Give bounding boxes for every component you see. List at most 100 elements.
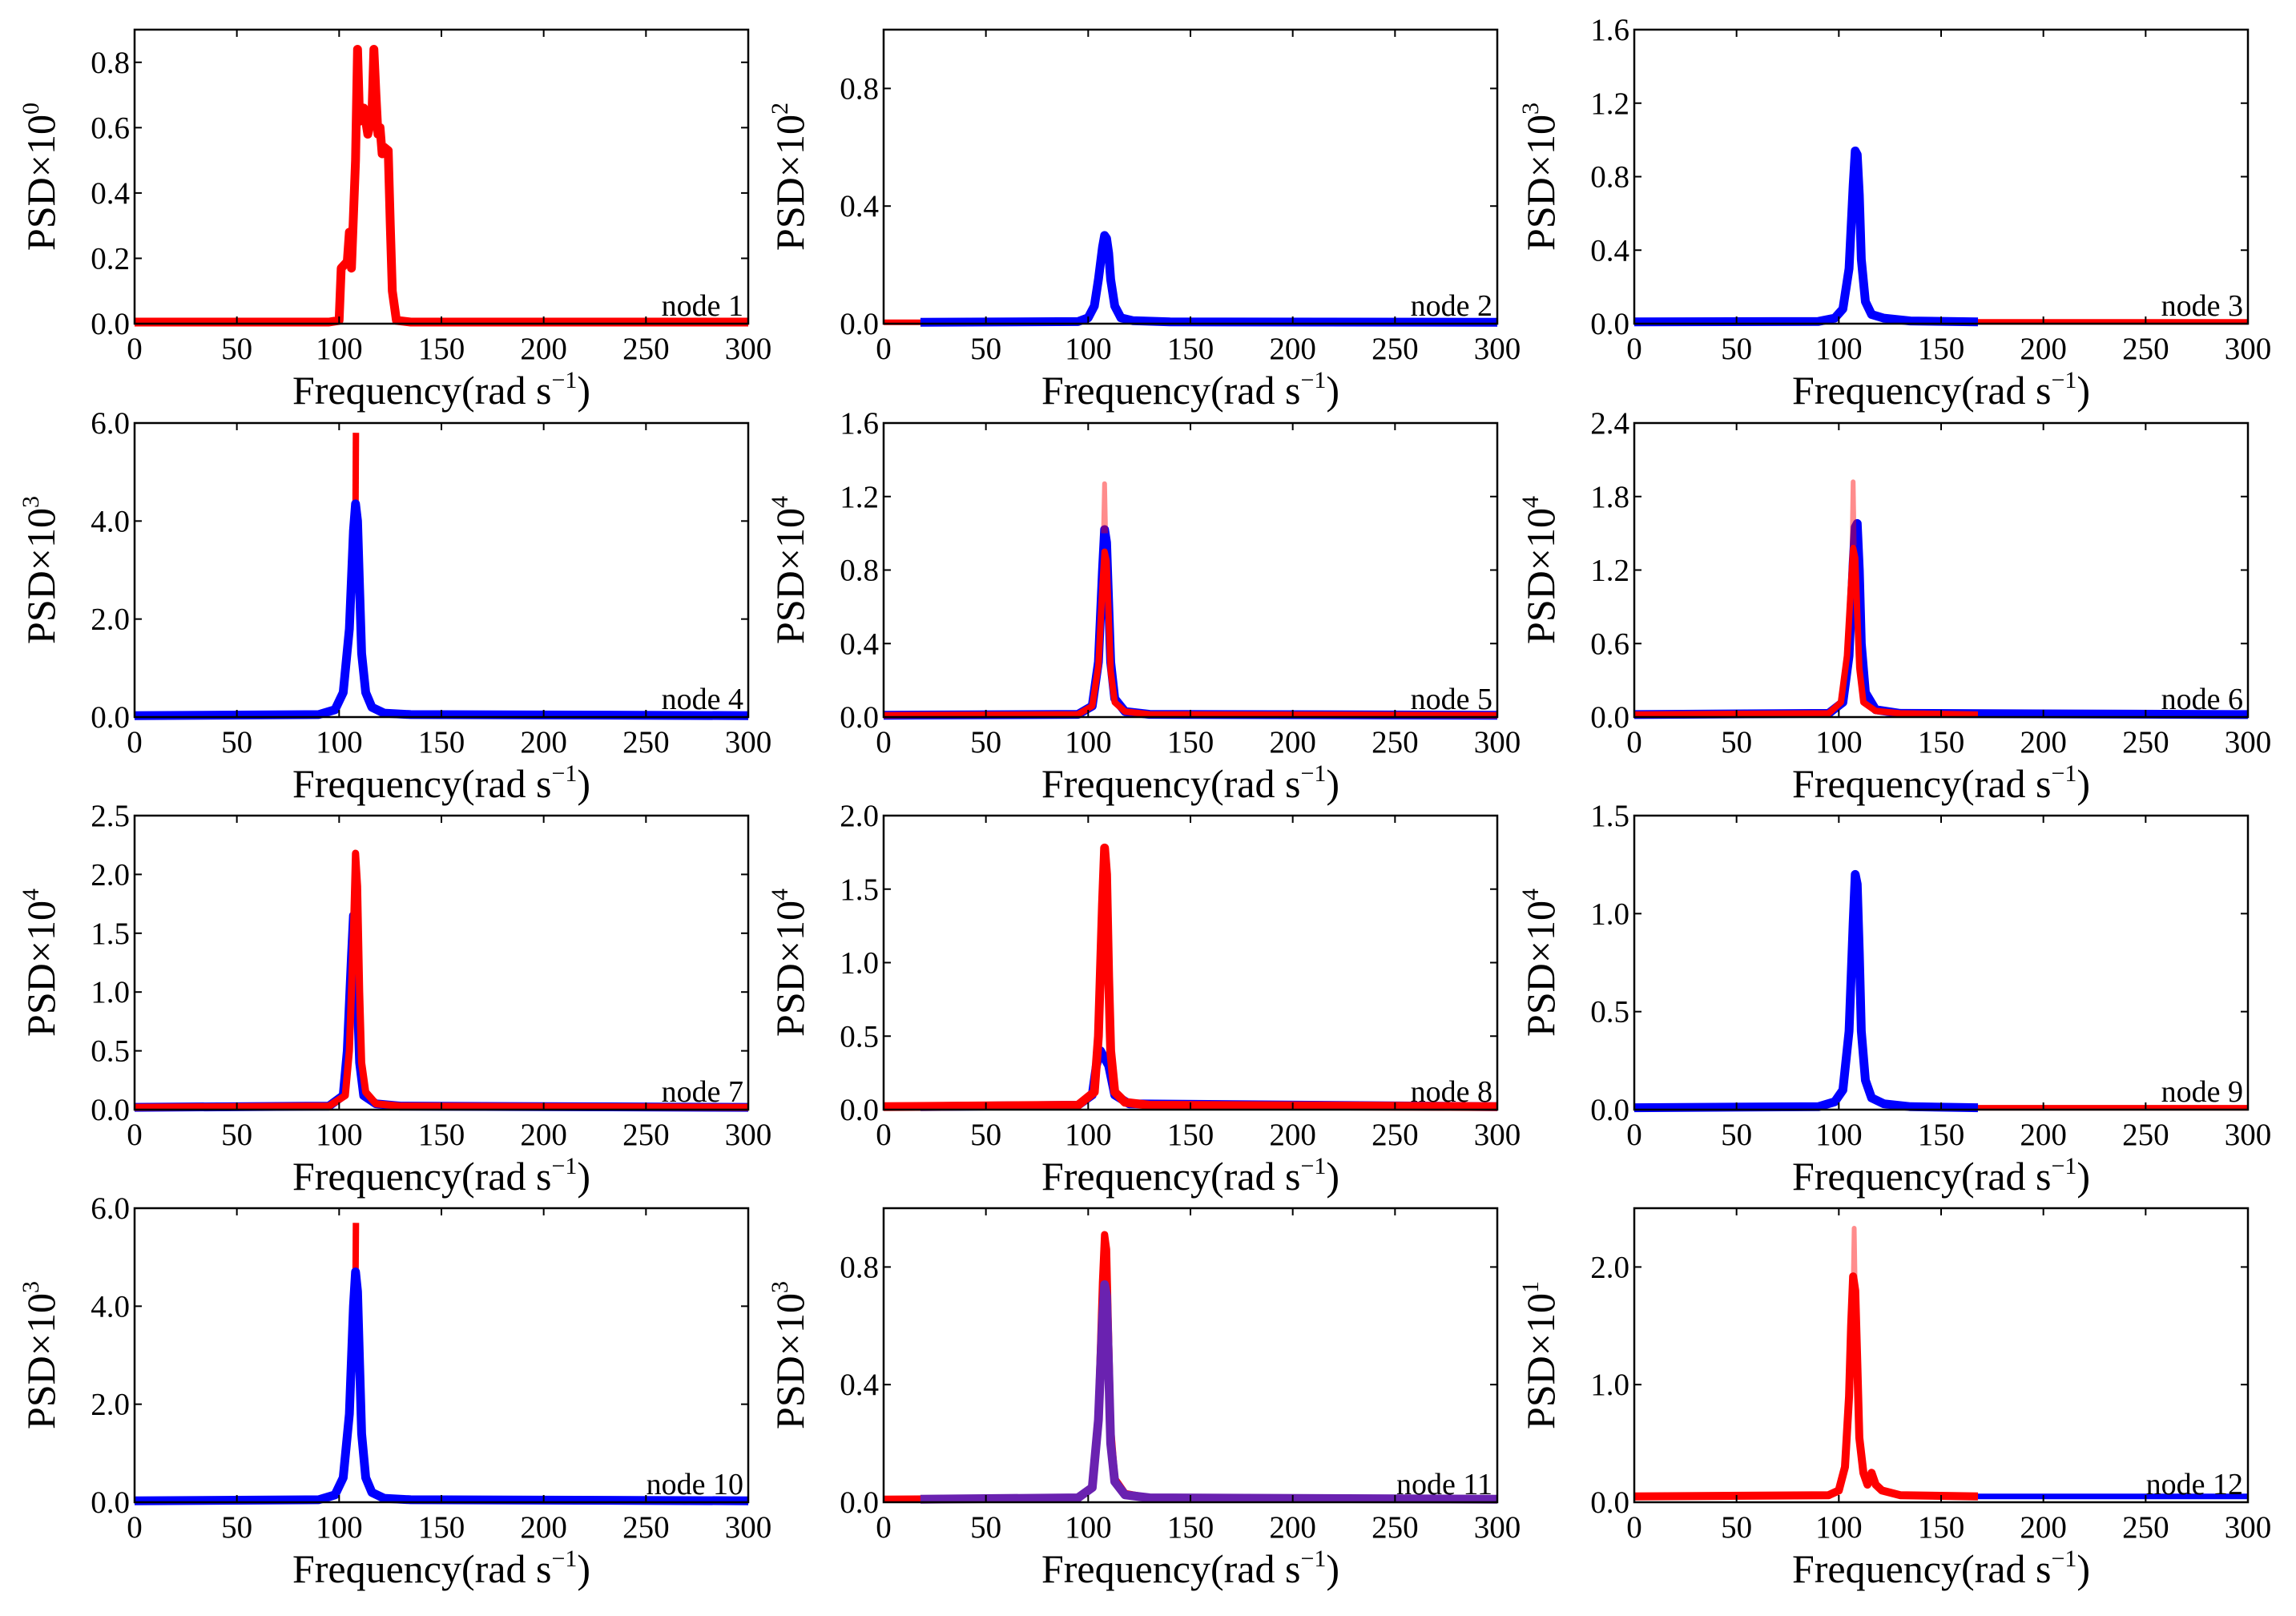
axes-frame: [1633, 1207, 2250, 1504]
x-tick-label: 150: [1167, 1510, 1214, 1545]
x-tick-label: 300: [2225, 1510, 2272, 1545]
x-tick-label: 200: [1269, 332, 1316, 366]
y-tick-label: 0.4: [91, 176, 130, 211]
series-line-red: [883, 548, 1498, 719]
y-tick-label: 0.8: [840, 554, 879, 588]
y-tick-label: 1.0: [840, 946, 879, 981]
y-axis-label-text: PSD×10: [18, 508, 63, 644]
x-axis-label: Frequency(rad s−1): [1792, 760, 2090, 806]
subplot-node-12: 0 50 100 150 200 250 300 0.0 1.0 2.0 node 12 Freque…: [1517, 1207, 2272, 1591]
x-tick-label: 200: [1269, 1510, 1316, 1545]
x-tick-label: 100: [1815, 332, 1863, 366]
x-tick-label: 50: [1721, 332, 1752, 366]
x-tick-label: 50: [970, 725, 1001, 760]
y-axis-label: PSD×104: [767, 496, 812, 644]
y-axis-label-text: PSD×10: [1518, 115, 1563, 251]
x-tick-label: 0: [127, 1118, 143, 1152]
y-axis-label-exponent: 4: [767, 496, 793, 508]
y-tick-label: 0.0: [1590, 1093, 1629, 1127]
y-axis-label-exponent: 3: [18, 1281, 44, 1293]
x-tick-label: 300: [725, 1510, 772, 1545]
subplot-node-5: 0 50 100 150 200 250 300 0.0 0.4 0.8 1.2 1.6 node 5 F…: [767, 406, 1521, 806]
x-tick-label: 150: [1918, 1118, 1965, 1152]
axes-frame: [1633, 28, 2250, 325]
y-tick-label: 0.0: [91, 700, 130, 735]
x-tick-label: 200: [520, 1510, 567, 1545]
x-tick-label: 50: [1721, 1510, 1752, 1545]
x-tick-label: 50: [1721, 725, 1752, 760]
subplot-node-11: 0 50 100 150 200 250 300 0.0 0.4 0.8 node 11 Freque…: [767, 1207, 1521, 1591]
x-tick-label: 300: [725, 332, 772, 366]
x-tick-label: 200: [520, 725, 567, 760]
y-axis-label-text: PSD×10: [18, 1293, 63, 1429]
y-axis-label-exponent: 3: [767, 1281, 793, 1293]
axes-frame: [882, 814, 1499, 1111]
subplot-node-3: 0 50 100 150 200 250 300 0.0 0.4 0.8 1.2 1.6 node 3 F…: [1517, 13, 2271, 413]
y-axis-label-text: PSD×10: [767, 1293, 812, 1429]
x-tick-label: 100: [1815, 1510, 1863, 1545]
x-tick-label: 300: [725, 725, 772, 760]
y-axis-label: PSD×100: [18, 103, 63, 251]
x-tick-label: 0: [876, 1118, 892, 1152]
axes-frame: [1633, 814, 2250, 1111]
x-tick-label: 150: [1167, 725, 1214, 760]
y-axis-label-text: PSD×10: [1518, 508, 1563, 644]
y-axis-label: PSD×102: [767, 103, 812, 251]
x-tick-label: 150: [1167, 332, 1214, 366]
series-line-blue: [134, 499, 749, 720]
series-line-red-faint: [1849, 479, 1857, 546]
y-tick-label: 1.5: [91, 917, 130, 951]
y-axis-label-exponent: 4: [1517, 889, 1544, 901]
y-axis-label-text: PSD×10: [1518, 1293, 1563, 1429]
x-axis-label-close: ): [577, 1154, 590, 1199]
y-tick-label: 4.0: [91, 1289, 130, 1324]
y-axis-label: PSD×104: [1517, 496, 1563, 644]
x-tick-label: 300: [2225, 725, 2272, 760]
y-axis-label-text: PSD×10: [18, 901, 63, 1037]
series-line-red: [1633, 545, 1979, 718]
y-tick-label: 0.4: [840, 189, 879, 224]
y-tick-label: 1.5: [1590, 799, 1629, 833]
series-line-blue: [920, 231, 1498, 327]
x-axis-label-close: ): [1326, 1154, 1339, 1199]
x-tick-label: 100: [316, 725, 363, 760]
y-tick-label: 0.5: [840, 1019, 879, 1054]
x-tick-label: 50: [970, 1510, 1001, 1545]
x-tick-label: 50: [221, 1118, 252, 1152]
y-tick-label: 2.4: [1590, 406, 1629, 441]
x-axis-label-exponent: −1: [1300, 1545, 1326, 1572]
x-axis-label-text: Frequency(rad s: [1041, 1546, 1301, 1591]
x-axis-label: Frequency(rad s−1): [1041, 760, 1339, 806]
y-tick-label: 0.6: [1590, 627, 1629, 661]
x-tick-label: 150: [1167, 1118, 1214, 1152]
x-tick-label: 300: [725, 1118, 772, 1152]
y-tick-label: 0.0: [840, 1485, 879, 1520]
y-axis-label: PSD×104: [1517, 889, 1563, 1037]
y-tick-label: 6.0: [91, 1191, 130, 1226]
x-axis-label-close: ): [2076, 761, 2090, 806]
y-tick-label: 1.0: [91, 975, 130, 1009]
y-tick-label: 0.8: [1590, 160, 1629, 195]
y-tick-label: 0.0: [1590, 700, 1629, 735]
x-axis-label-exponent: −1: [551, 367, 577, 393]
x-axis-label-close: ): [577, 1546, 590, 1591]
y-axis-label-exponent: 1: [1517, 1281, 1544, 1293]
x-tick-label: 250: [622, 1510, 670, 1545]
x-tick-label: 100: [316, 1118, 363, 1152]
x-tick-label: 100: [1815, 725, 1863, 760]
y-tick-label: 2.5: [91, 799, 130, 833]
x-axis-label-exponent: −1: [2051, 760, 2076, 787]
x-tick-label: 0: [876, 1510, 892, 1545]
x-axis-label-text: Frequency(rad s: [1792, 1154, 2052, 1199]
y-axis-label-exponent: 3: [18, 496, 44, 508]
x-tick-label: 0: [127, 1510, 143, 1545]
y-tick-label: 2.0: [1590, 1250, 1629, 1284]
x-axis-label: Frequency(rad s−1): [292, 1153, 590, 1199]
x-tick-label: 250: [2122, 1510, 2169, 1545]
x-tick-label: 0: [1626, 725, 1642, 760]
y-axis-label-text: PSD×10: [767, 508, 812, 644]
series-line-blue: [883, 525, 1498, 720]
x-tick-label: 300: [2225, 1118, 2272, 1152]
y-tick-label: 0.8: [91, 46, 130, 80]
x-tick-label: 100: [316, 332, 363, 366]
